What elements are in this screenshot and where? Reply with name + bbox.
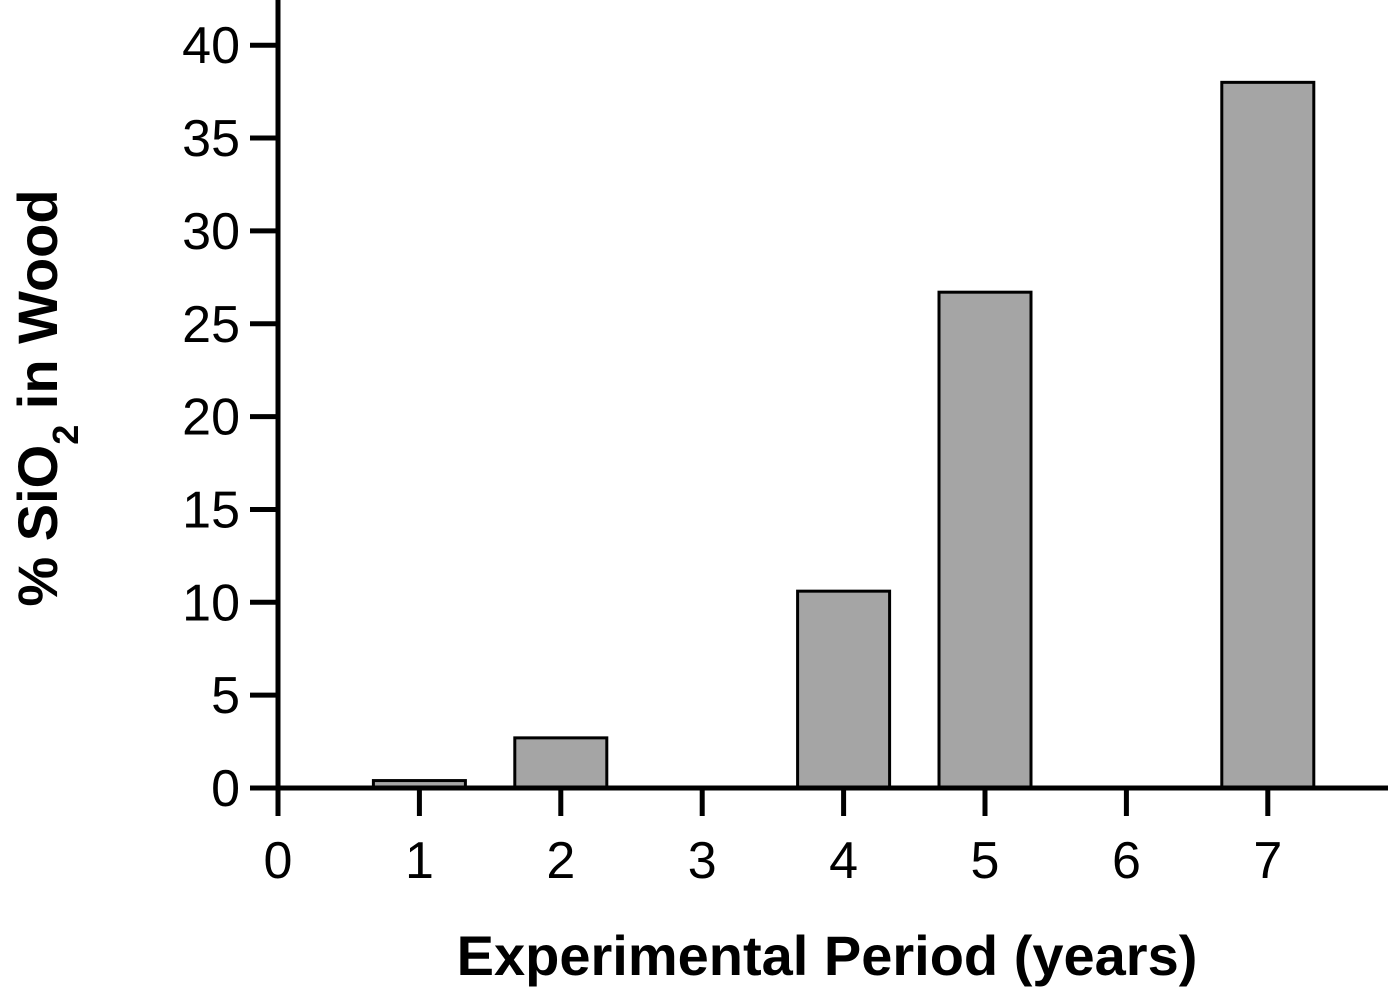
y-tick-label: 5 (211, 667, 240, 725)
x-tick-label: 1 (405, 832, 434, 890)
x-tick-label: 0 (264, 832, 293, 890)
y-tick-label: 10 (182, 574, 240, 632)
y-tick-label: 25 (182, 296, 240, 354)
y-tick-label: 0 (211, 760, 240, 818)
axes-layer (275, 0, 1388, 791)
bar-year-5 (937, 290, 1033, 790)
x-tick-label: 5 (971, 832, 1000, 890)
x-tick-label: 6 (1112, 832, 1141, 890)
x-tick-label: 3 (688, 832, 717, 890)
bar-year-7 (1220, 80, 1316, 790)
x-axis-title: Experimental Period (years) (457, 924, 1198, 987)
y-tick-label: 40 (182, 17, 240, 75)
y-ticks-layer: 0 5 10 15 20 25 30 35 40 (182, 17, 278, 818)
bar-year-2 (513, 736, 609, 790)
y-tick-label: 30 (182, 203, 240, 261)
y-axis-title-prefix: % SiO (6, 445, 69, 607)
x-tick-label: 2 (546, 832, 575, 890)
bars-layer (371, 80, 1316, 790)
y-axis-title: % SiO2 in Wood (6, 189, 86, 606)
y-tick-label: 15 (182, 481, 240, 539)
y-tick-label: 35 (182, 110, 240, 168)
y-axis-title-suffix: in Wood (6, 189, 69, 424)
y-axis-title-subscript: 2 (45, 425, 86, 445)
bar-year-4 (796, 589, 892, 790)
x-ticks-layer: 0 1 2 3 4 5 6 7 (264, 788, 1282, 890)
y-tick-label: 20 (182, 389, 240, 447)
x-tick-label: 7 (1253, 832, 1282, 890)
x-tick-label: 4 (829, 832, 858, 890)
